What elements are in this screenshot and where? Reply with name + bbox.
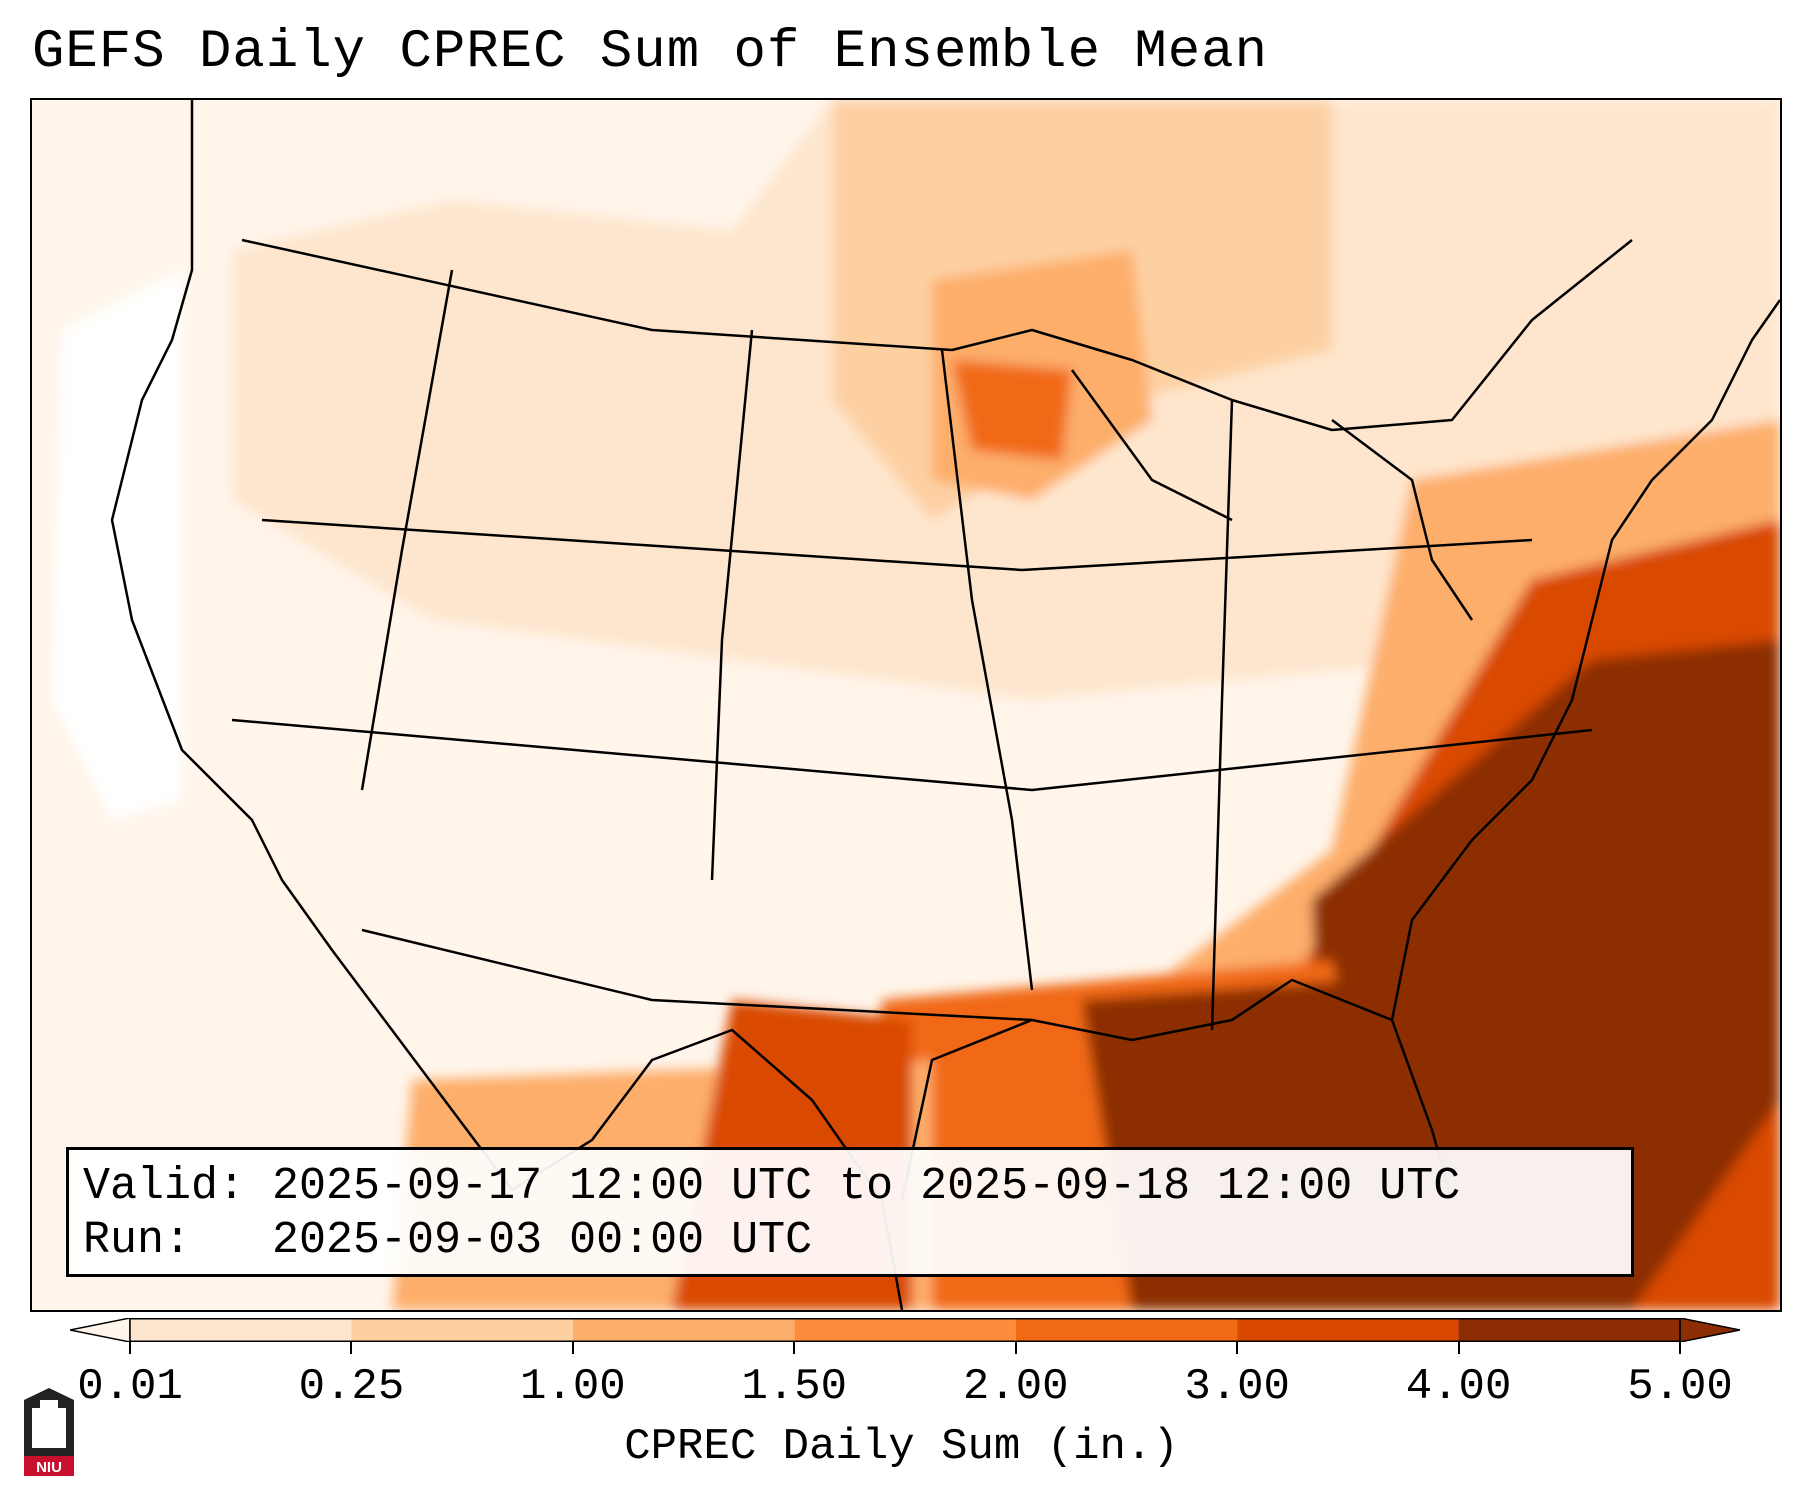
colorbar-outline: [129, 1318, 1681, 1342]
colorbar-tick-label: 4.00: [1405, 1362, 1512, 1412]
colorbar-segment: [1237, 1318, 1459, 1342]
boundary-lines: [110, 100, 1780, 1310]
colorbar-extend-low: [70, 1318, 131, 1342]
state-line-g: [1210, 399, 1234, 1031]
colorbar-segment: [130, 1318, 352, 1342]
logo-tower-window: [32, 1408, 66, 1448]
pacific-coastline: [110, 100, 513, 1191]
colorbar-tick-mark: [1679, 1342, 1681, 1354]
colorbar-tick-mark: [1014, 1342, 1017, 1354]
state-line-h: [1331, 419, 1474, 621]
colorbar-tick-label: 2.00: [962, 1362, 1069, 1412]
colorbar-tick-mark: [350, 1342, 353, 1354]
state-line-e: [710, 329, 754, 881]
niu-logo: NIU: [24, 1388, 74, 1476]
state-line-a: [261, 518, 1533, 572]
map-title: GEFS Daily CPREC Sum of Ensemble Mean: [32, 22, 1268, 83]
logo-tower-top: [40, 1400, 58, 1410]
precip-heavy-core: [952, 360, 1072, 460]
gulf-coastline: [900, 978, 1454, 1201]
run-time-text: Run: 2025-09-03 00:00 UTC: [83, 1215, 813, 1266]
colorbar-tick-label: 1.50: [741, 1362, 848, 1412]
colorbar-tick-label: 0.01: [77, 1362, 183, 1412]
colorbar-tick-label: 5.00: [1627, 1362, 1733, 1412]
state-line-b: [231, 718, 1593, 792]
colorbar-tick-mark: [129, 1342, 131, 1354]
colorbar-extend-high: [1679, 1318, 1740, 1342]
great-lakes-shore: [1070, 369, 1233, 522]
state-line-f: [940, 349, 1034, 991]
precip-extreme-atlantic: [1312, 640, 1780, 1310]
colorbar-segment: [1015, 1318, 1238, 1342]
precipitation-map: [30, 98, 1782, 1312]
logo-text: NIU: [36, 1459, 62, 1476]
valid-run-info-box: Valid: 2025-09-17 12:00 UTC to 2025-09-1…: [66, 1147, 1634, 1277]
colorbar-tick-label: 0.25: [298, 1362, 405, 1412]
precip-field: [52, 100, 1780, 1310]
state-line-c: [361, 928, 1033, 1022]
valid-time-text: Valid: 2025-09-17 12:00 UTC to 2025-09-1…: [83, 1161, 1461, 1212]
colorbar-segment: [1458, 1318, 1680, 1342]
colorbar-segment: [794, 1318, 1016, 1342]
state-line-d: [360, 269, 454, 791]
colorbar-tick-mark: [793, 1342, 796, 1354]
colorbar-label: CPREC Daily Sum (in.): [624, 1422, 1179, 1472]
logo-red-band: [24, 1456, 74, 1476]
colorbar-tick-label: 1.00: [520, 1362, 626, 1412]
colorbar-tick-label: 3.00: [1184, 1362, 1290, 1412]
colorbar-tick-mark: [571, 1342, 574, 1354]
colorbar-tick-mark: [1236, 1342, 1239, 1354]
atlantic-coastline: [1390, 299, 1780, 1021]
colorbar-segment: [351, 1318, 573, 1342]
colorbar-tick-mark: [1457, 1342, 1460, 1354]
international-border: [241, 238, 1633, 432]
map-canvas: [32, 100, 1780, 1310]
colorbar-segment: [572, 1318, 795, 1342]
colorbar: [70, 1318, 1740, 1342]
